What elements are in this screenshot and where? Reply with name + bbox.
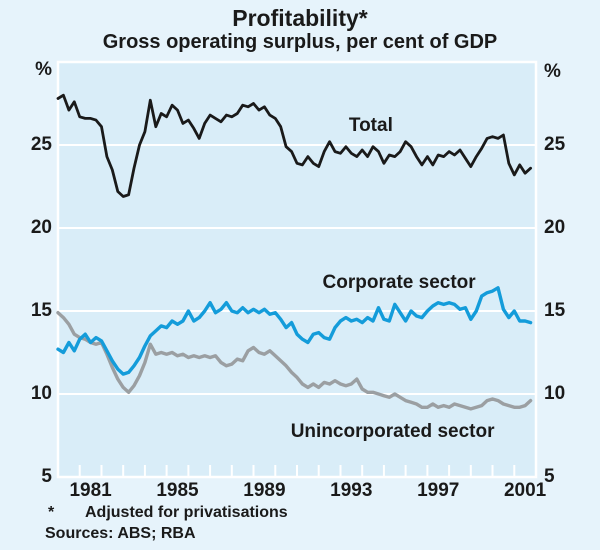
- chart-title: Profitability*: [232, 5, 368, 31]
- y-axis-label-right: 10: [544, 383, 566, 404]
- plot-area: [58, 62, 536, 477]
- line-corporate: [56, 286, 533, 376]
- right-axis-unit: %: [544, 61, 561, 82]
- x-axis-label: 1981: [69, 480, 112, 501]
- left-axis-unit: %: [35, 59, 52, 80]
- footnote-asterisk: *: [48, 504, 55, 521]
- x-axis-label: 1985: [156, 480, 199, 501]
- plot-border: [56, 60, 538, 479]
- x-axis-label: 1997: [417, 480, 460, 501]
- y-axis-label-right: 15: [544, 300, 566, 321]
- y-axis-label-left: 5: [41, 466, 52, 487]
- x-axis-label: 1989: [243, 480, 286, 501]
- line-total: [56, 93, 532, 198]
- y-axis-label-left: 15: [30, 300, 52, 321]
- series-label-corporate: Corporate sector: [322, 271, 476, 293]
- sources-text: Sources: ABS; RBA: [45, 525, 196, 542]
- x-axis-label: 2001: [503, 480, 547, 501]
- chart-subtitle: Gross operating surplus, per cent of GDP: [102, 31, 498, 53]
- y-axis-label-left: 10: [30, 383, 52, 404]
- footnote-text: Adjusted for privatisations: [85, 504, 288, 521]
- series-label-unincorporated: Unincorporated sector: [290, 421, 495, 443]
- y-axis-label-left: 25: [30, 134, 52, 155]
- y-axis-label-right: 5: [544, 466, 555, 487]
- y-axis-label-right: 25: [544, 134, 566, 155]
- y-axis-label-right: 20: [544, 217, 566, 238]
- line-unincorporated: [56, 311, 533, 411]
- x-axis-label: 1993: [330, 480, 373, 501]
- series-label-total: Total: [348, 114, 393, 136]
- y-axis-label-left: 20: [30, 217, 52, 238]
